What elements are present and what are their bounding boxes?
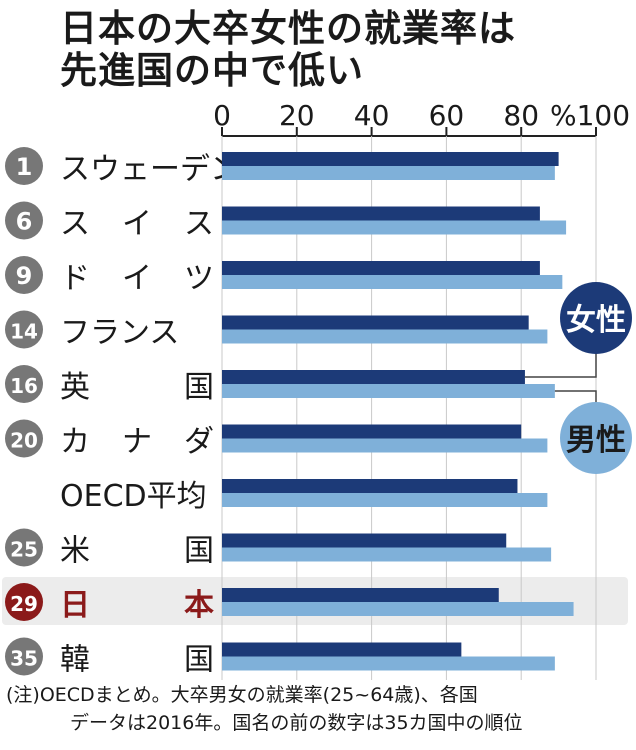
footnote-line-2: データは2016年。国名の前の数字は35カ国中の順位 [70, 712, 523, 734]
rank-label: 29 [10, 592, 38, 616]
category-label: ナ [122, 425, 152, 460]
category-label: 韓 [60, 643, 90, 678]
footnote-line-1: (注)OECDまとめ。大卒男女の就業率(25~64歳)、各国 [6, 684, 478, 706]
rank-badge [5, 419, 43, 458]
rank-badge [5, 201, 43, 240]
bar-male [222, 493, 548, 507]
category-label: OECD平均 [60, 479, 207, 514]
bar-male [222, 329, 548, 344]
bar-female [222, 261, 540, 275]
x-tick-label: 0 [213, 99, 231, 132]
category-label: 国 [184, 643, 214, 678]
category-label: ス [60, 207, 90, 242]
bar-male [222, 384, 555, 398]
x-tick-label: 40 [354, 99, 390, 132]
category-label: 日 [60, 588, 90, 623]
legend-label-male: 男性 [566, 423, 626, 458]
bar-male [222, 220, 567, 235]
rank-badge [5, 365, 43, 403]
bar-male [222, 438, 548, 453]
category-label: 国 [184, 370, 214, 405]
legend-bubble-male [560, 402, 632, 474]
x-tick-label: %100 [550, 99, 630, 132]
rank-label: 6 [16, 208, 33, 236]
category-label: 英 [60, 370, 90, 405]
chart-title-line-2: 先進国の中で低い [60, 49, 364, 92]
bar-female [222, 533, 507, 548]
rank-badge [5, 256, 43, 294]
rank-badge [5, 147, 43, 185]
category-label: フランス [60, 316, 179, 351]
bar-chart: 0 20 40 60 80 %1001 スウェーデン6 スイス9 ドイツ14 フランス16 英国20… [2, 99, 632, 680]
bar-female [222, 642, 462, 657]
x-tick-label: 20 [279, 99, 315, 132]
category-label: スウェーデン [60, 152, 240, 187]
rank-label: 9 [16, 262, 33, 290]
category-label: ド [60, 261, 90, 296]
bar-female [222, 206, 540, 221]
rank-badge [5, 528, 43, 567]
category-label: 本 [184, 588, 214, 623]
bar-female [222, 479, 518, 493]
rank-label: 14 [10, 320, 38, 344]
category-label: イ [122, 261, 152, 296]
category-label: 米 [60, 534, 90, 569]
bar-female [222, 152, 559, 166]
bar-female [222, 588, 499, 602]
legend-label-female: 女性 [566, 303, 626, 338]
rank-badge [5, 310, 43, 349]
legend-connector-female [524, 352, 597, 378]
chart-title-line-1: 日本の大卒女性の就業率は [60, 7, 516, 50]
bar-male [222, 602, 574, 616]
bar-female [222, 370, 525, 384]
bar-female [222, 315, 529, 330]
bar-male [222, 166, 555, 180]
rank-label: 25 [10, 538, 38, 562]
category-label: ス [184, 207, 214, 242]
x-tick-label: 60 [429, 99, 465, 132]
rank-badge [5, 637, 43, 676]
x-tick-label: 80 [503, 99, 539, 132]
bar-female [222, 424, 522, 439]
category-label: ツ [184, 261, 214, 296]
bar-male [222, 275, 563, 289]
rank-label: 35 [10, 647, 38, 671]
category-label: カ [60, 425, 90, 460]
category-label: 国 [184, 534, 214, 569]
rank-label: 16 [10, 374, 38, 398]
rank-label: 1 [16, 153, 33, 181]
category-label: ダ [184, 425, 214, 460]
rank-badge [5, 583, 43, 621]
bar-male [222, 656, 555, 671]
legend-bubble-female [560, 282, 632, 354]
bar-male [222, 547, 552, 562]
legend-connector-male [554, 390, 597, 406]
rank-label: 20 [10, 429, 38, 453]
category-label: イ [122, 207, 152, 242]
